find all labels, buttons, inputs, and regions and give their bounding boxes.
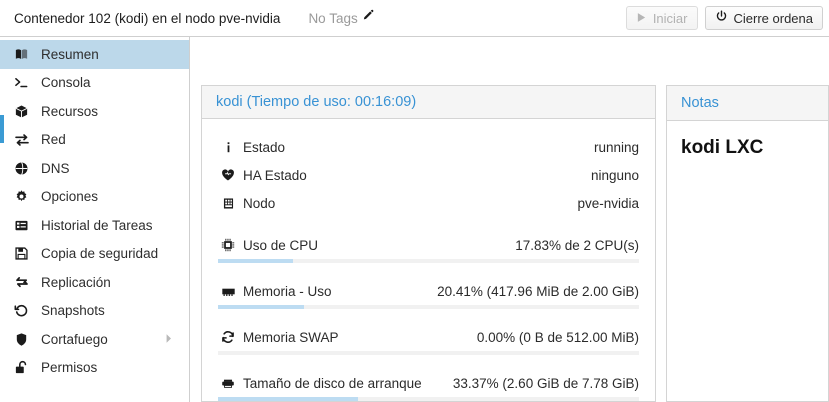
usage-row-label: Tamaño de disco de arranque: [243, 375, 422, 391]
usage-row-label: Memoria SWAP: [243, 329, 339, 345]
disk-usage-meter-fill: [218, 397, 359, 401]
sidebar-item-copia-de-seguridad[interactable]: Copia de seguridad: [0, 240, 189, 269]
notes-panel-title: Notas: [667, 86, 828, 121]
cpu-icon: [218, 238, 238, 252]
heart-icon: [218, 168, 238, 182]
play-icon: [636, 11, 647, 26]
usage-row-cpu: Uso de CPU 17.83% de 2 CPU(s): [218, 231, 639, 259]
pencil-icon[interactable]: [362, 9, 375, 27]
sidebar-item-historial-de-tareas[interactable]: Historial de Tareas: [0, 211, 189, 240]
network-arrows-icon: [14, 132, 34, 148]
start-button-label: Iniciar: [652, 10, 688, 26]
usage-row-swap: Memoria SWAP 0.00% (0 B de 512.00 MiB): [218, 323, 639, 351]
notes-text: kodi LXC: [681, 137, 764, 158]
status-row-value: pve-nvidia: [577, 195, 639, 211]
replication-icon: [14, 274, 34, 290]
sidebar-item-red[interactable]: Red: [0, 126, 189, 155]
swap-icon: [218, 330, 238, 344]
memory-usage-meter: [218, 305, 639, 309]
sidebar-item-label: Snapshots: [41, 303, 105, 319]
disk-usage-meter: [218, 397, 639, 401]
start-button[interactable]: Iniciar: [625, 6, 698, 30]
sidebar-item-label: Cortafuego: [41, 331, 108, 347]
sidebar-item-snapshots[interactable]: Snapshots: [0, 297, 189, 326]
notes-panel-body[interactable]: kodi LXC: [667, 121, 828, 401]
usage-row-value: 33.37% (2.60 GiB de 7.78 GiB): [452, 375, 639, 391]
shutdown-button[interactable]: Cierre ordena: [704, 6, 823, 30]
sidebar-item-label: Resumen: [41, 46, 99, 62]
terminal-icon: [14, 75, 34, 90]
cpu-usage-meter: [218, 259, 639, 263]
sidebar-nav: Resumen Consola Recursos Red DNS: [0, 37, 190, 402]
power-icon: [715, 10, 728, 26]
summary-panel-body: Estado running HA Estado ninguno Nodo pv…: [202, 119, 655, 401]
sidebar-item-permisos[interactable]: Permisos: [0, 354, 189, 383]
usage-row-value: 0.00% (0 B de 512.00 MiB): [476, 329, 639, 345]
usage-row-disco: Tamaño de disco de arranque 33.37% (2.60…: [218, 369, 639, 397]
status-row-value: running: [593, 139, 639, 155]
shield-icon: [14, 332, 34, 347]
book-icon: [14, 47, 34, 62]
top-toolbar: Contenedor 102 (kodi) en el nodo pve-nvi…: [0, 0, 829, 37]
sidebar-item-label: DNS: [41, 160, 70, 176]
sidebar-item-label: Permisos: [41, 360, 98, 376]
chevron-right-icon: [165, 332, 173, 347]
memory-usage-meter-fill: [218, 305, 304, 309]
usage-row-memoria: Memoria - Uso 20.41% (417.96 MiB de 2.00…: [218, 277, 639, 305]
sidebar-item-dns[interactable]: DNS: [0, 154, 189, 183]
globe-icon: [14, 161, 34, 176]
info-icon: [218, 141, 238, 154]
summary-panel-title: kodi (Tiempo de uso: 00:16:09): [202, 86, 655, 119]
usage-row-value: 20.41% (417.96 MiB de 2.00 GiB): [437, 283, 639, 299]
sidebar-item-recursos[interactable]: Recursos: [0, 97, 189, 126]
status-row-value: ninguno: [590, 167, 639, 183]
sidebar-item-label: Red: [41, 132, 66, 148]
swap-usage-meter: [218, 351, 639, 355]
sidebar-item-resumen[interactable]: Resumen: [0, 40, 189, 69]
history-icon: [14, 303, 34, 318]
unlock-icon: [14, 360, 34, 375]
cube-icon: [14, 104, 34, 119]
shutdown-button-label: Cierre ordena: [733, 10, 814, 26]
status-row-label: Nodo: [243, 195, 276, 211]
tags-editor[interactable]: No Tags: [308, 9, 374, 27]
sidebar-item-label: Recursos: [41, 103, 99, 119]
status-row-label: Estado: [243, 139, 286, 155]
sidebar-item-cortafuego[interactable]: Cortafuego: [0, 325, 189, 354]
sidebar-item-consola[interactable]: Consola: [0, 69, 189, 98]
sidebar-item-label: Historial de Tareas: [41, 217, 153, 233]
usage-row-value: 17.83% de 2 CPU(s): [515, 237, 639, 253]
summary-panel: kodi (Tiempo de uso: 00:16:09) Estado ru…: [201, 85, 656, 402]
floppy-icon: [14, 246, 34, 261]
status-row-ha-estado: HA Estado ninguno: [218, 161, 639, 189]
sidebar-item-replicacion[interactable]: Replicación: [0, 268, 189, 297]
usage-row-label: Memoria - Uso: [243, 283, 332, 299]
tags-label: No Tags: [308, 10, 358, 26]
sidebar-item-label: Replicación: [41, 274, 111, 290]
server-icon: [218, 197, 238, 210]
memory-icon: [218, 284, 238, 299]
notes-panel: Notas kodi LXC: [666, 85, 829, 402]
list-icon: [14, 218, 34, 233]
status-row-label: HA Estado: [243, 167, 307, 183]
status-row-nodo: Nodo pve-nvidia: [218, 189, 639, 217]
status-row-estado: Estado running: [218, 133, 639, 161]
content-area: kodi (Tiempo de uso: 00:16:09) Estado ru…: [191, 38, 829, 402]
page-title: Contenedor 102 (kodi) en el nodo pve-nvi…: [14, 10, 281, 26]
cpu-usage-meter-fill: [218, 259, 294, 263]
gear-icon: [14, 189, 34, 204]
sidebar-accent-bar: [0, 115, 4, 143]
disk-icon: [218, 376, 238, 390]
sidebar-item-label: Copia de seguridad: [41, 246, 159, 262]
sidebar-item-label: Opciones: [41, 189, 99, 205]
sidebar-item-opciones[interactable]: Opciones: [0, 183, 189, 212]
usage-row-label: Uso de CPU: [243, 237, 319, 253]
sidebar-item-label: Consola: [41, 75, 91, 91]
